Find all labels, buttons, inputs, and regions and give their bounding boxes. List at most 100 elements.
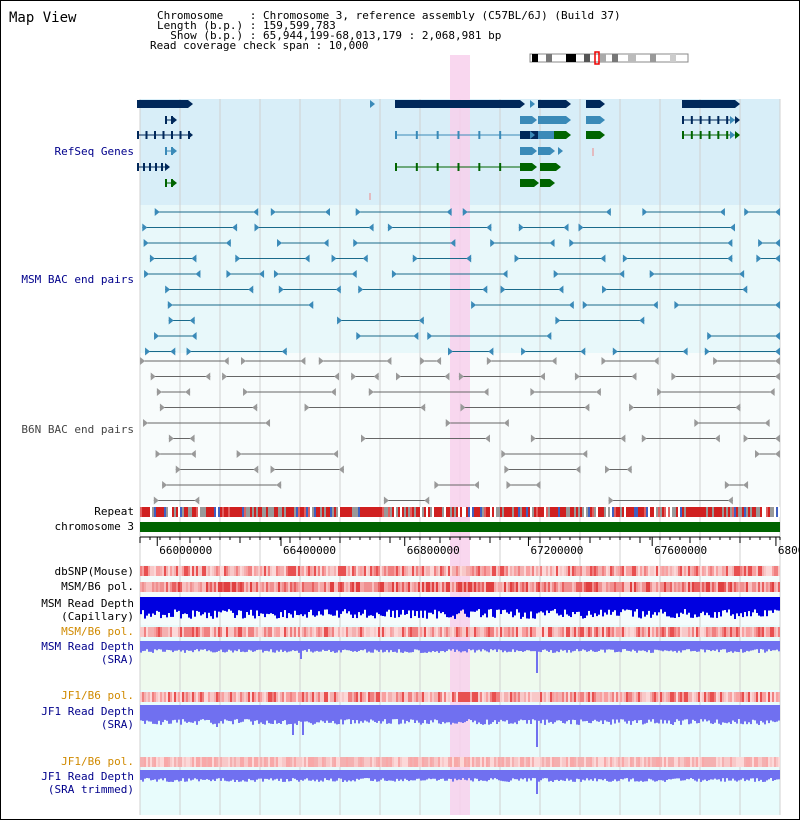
depth-bar xyxy=(568,641,570,651)
heat-cell xyxy=(338,627,340,637)
depth-bar xyxy=(672,641,674,652)
heat-cell xyxy=(462,692,464,702)
depth-bar xyxy=(498,705,500,722)
track-label-msm-depth-cap-1[interactable]: MSM Read Depth xyxy=(41,597,134,610)
depth-bar xyxy=(632,770,634,779)
heat-cell xyxy=(298,692,300,702)
track-label-dbsnp[interactable]: dbSNP(Mouse) xyxy=(54,565,134,578)
track-label-jf1-depth-trim-1[interactable]: JF1 Read Depth xyxy=(41,770,134,783)
heat-cell xyxy=(654,692,656,702)
heat-cell xyxy=(168,582,170,592)
heat-cell xyxy=(576,692,578,702)
heat-cell xyxy=(548,566,550,576)
track-label-refseq[interactable]: RefSeq Genes xyxy=(54,145,134,158)
depth-bar xyxy=(464,597,466,614)
heat-cell xyxy=(754,692,756,702)
depth-bar xyxy=(560,705,562,721)
depth-bar xyxy=(636,770,638,782)
depth-bar xyxy=(216,641,218,652)
heat-cell xyxy=(630,566,632,576)
heat-cell xyxy=(530,582,532,592)
track-label-msm-bac[interactable]: MSM BAC end pairs xyxy=(21,273,134,286)
repeat-block xyxy=(766,507,768,517)
heat-cell xyxy=(698,627,700,637)
repeat-block xyxy=(550,507,552,517)
heat-cell xyxy=(270,692,272,702)
b6n-bac-pair xyxy=(434,481,479,489)
heat-cell xyxy=(202,692,204,702)
heat-cell xyxy=(218,692,220,702)
gene-exon xyxy=(155,163,157,171)
repeat-block xyxy=(208,507,210,517)
heat-cell xyxy=(368,627,370,637)
heat-cell xyxy=(350,582,352,592)
heat-cell xyxy=(348,566,350,576)
heat-cell xyxy=(276,757,278,767)
track-label-chromosome[interactable]: chromosome 3 xyxy=(54,520,134,533)
heat-cell xyxy=(424,566,426,576)
heat-cell xyxy=(470,582,472,592)
depth-bar xyxy=(528,705,530,721)
track-label-msm-b6-pol-1[interactable]: MSM/B6 pol. xyxy=(61,580,134,593)
heat-cell xyxy=(530,757,532,767)
heat-cell xyxy=(552,627,554,637)
depth-bar xyxy=(462,705,464,723)
heat-cell xyxy=(350,627,352,637)
repeat-block xyxy=(538,507,540,517)
track-label-msm-b6-pol-2[interactable]: MSM/B6 pol. xyxy=(61,625,134,638)
track-label-repeat[interactable]: Repeat xyxy=(94,505,134,518)
track-label-b6n-bac[interactable]: B6N BAC end pairs xyxy=(21,423,134,436)
heat-cell xyxy=(314,582,316,592)
depth-bar xyxy=(286,597,288,619)
heat-cell xyxy=(380,582,382,592)
gene-exon xyxy=(586,131,600,139)
gene-exon xyxy=(699,116,702,124)
depth-bar xyxy=(516,641,518,651)
heat-cell xyxy=(412,627,414,637)
heat-cell xyxy=(692,566,694,576)
depth-bar xyxy=(474,641,476,653)
heat-cell xyxy=(456,757,458,767)
depth-bar xyxy=(580,597,582,616)
repeat-block xyxy=(546,507,548,517)
track-label-jf1-pol-1[interactable]: JF1/B6 pol. xyxy=(61,689,134,702)
track-label-jf1-pol-2[interactable]: JF1/B6 pol. xyxy=(61,755,134,768)
heat-cell xyxy=(448,692,450,702)
track-label-msm-depth-sra-1[interactable]: MSM Read Depth xyxy=(41,640,134,653)
depth-bar xyxy=(530,705,532,724)
heat-cell xyxy=(182,582,184,592)
depth-bar xyxy=(250,770,252,781)
heat-cell xyxy=(746,627,748,637)
depth-bar xyxy=(520,770,522,779)
depth-bar xyxy=(712,705,714,725)
repeat-block xyxy=(652,507,654,517)
heat-cell xyxy=(342,566,344,576)
heat-cell xyxy=(186,566,188,576)
depth-bar xyxy=(558,705,560,721)
repeat-block xyxy=(164,507,166,517)
depth-bar xyxy=(258,597,260,616)
repeat-block xyxy=(752,507,754,517)
depth-bar xyxy=(282,597,284,618)
depth-bar xyxy=(720,597,722,617)
depth-bar xyxy=(504,770,506,782)
heat-cell xyxy=(538,692,540,702)
heat-cell xyxy=(454,757,456,767)
heat-cell xyxy=(640,757,642,767)
heat-cell xyxy=(342,757,344,767)
msm-bac-pair xyxy=(337,316,424,325)
depth-bar xyxy=(548,641,550,652)
track-label-jf1-depth-sra-1[interactable]: JF1 Read Depth xyxy=(41,705,134,718)
heat-cell xyxy=(454,582,456,592)
depth-bar xyxy=(560,597,562,615)
depth-bar xyxy=(736,641,738,652)
depth-bar xyxy=(432,597,434,615)
heat-cell xyxy=(358,566,360,576)
depth-bar xyxy=(248,597,250,615)
repeat-block xyxy=(258,507,260,517)
heat-cell xyxy=(210,627,212,637)
heat-cell xyxy=(252,692,254,702)
depth-bar xyxy=(302,597,304,617)
heat-cell xyxy=(658,757,660,767)
